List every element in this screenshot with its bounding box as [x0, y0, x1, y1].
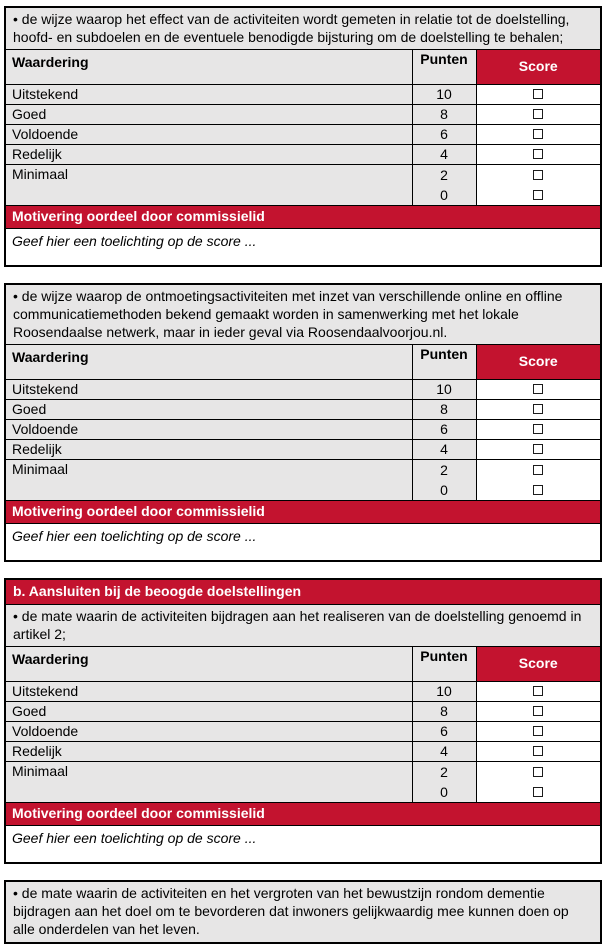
score-checkbox-uitstekend[interactable] [533, 685, 544, 696]
row-points: 6 [411, 720, 477, 742]
toelichting-field[interactable]: Geef hier een toelichting op de score ..… [6, 522, 600, 560]
score-checkbox-voldoende[interactable] [533, 423, 544, 434]
criterion-text: • de mate waarin de activiteiten en het … [13, 885, 569, 937]
row-label: Voldoende [6, 418, 413, 440]
row-label: Uitstekend [6, 378, 413, 400]
score-checkbox-redelijk[interactable] [533, 745, 544, 756]
rating-header-row: Waardering Punten Score [6, 50, 600, 85]
row-points: 8 [411, 398, 477, 420]
row-points: 8 [411, 103, 477, 125]
criterion-block-1: • de wijze waarop het effect van de acti… [4, 6, 602, 267]
row-points: 10 [411, 378, 477, 400]
row-points: 6 [411, 123, 477, 145]
column-header-waardering: Waardering [6, 647, 413, 682]
rating-row-goed: Goed 8 [6, 700, 600, 722]
rating-row-voldoende: Voldoende 6 [6, 418, 600, 440]
rating-row-voldoende: Voldoende 6 [6, 720, 600, 742]
row-points: 4 [411, 143, 477, 165]
column-header-waardering: Waardering [6, 345, 413, 380]
column-header-punten: Punten [411, 647, 477, 682]
motivering-bar: Motivering oordeel door commissielid [6, 801, 600, 826]
motivering-bar: Motivering oordeel door commissielid [6, 204, 600, 229]
score-checkbox-uitstekend[interactable] [533, 383, 544, 394]
row-points: 2 0 [411, 760, 477, 803]
score-checkbox-minimaal-0[interactable] [533, 189, 544, 200]
rating-row-uitstekend: Uitstekend 10 [6, 83, 600, 105]
toelichting-field[interactable]: Geef hier een toelichting op de score ..… [6, 227, 600, 265]
row-label: Goed [6, 398, 413, 420]
row-label: Redelijk [6, 438, 413, 460]
score-checkbox-redelijk[interactable] [533, 148, 544, 159]
score-checkbox-goed[interactable] [533, 705, 544, 716]
score-checkbox-voldoende[interactable] [533, 725, 544, 736]
row-points: 2 0 [411, 163, 477, 206]
criterion-block-4: • de mate waarin de activiteiten en het … [4, 880, 602, 944]
rating-row-minimaal: Minimaal 2 0 [6, 458, 600, 501]
rating-row-uitstekend: Uitstekend 10 [6, 378, 600, 400]
rating-row-goed: Goed 8 [6, 103, 600, 125]
row-points: 10 [411, 83, 477, 105]
score-checkbox-minimaal-0[interactable] [533, 786, 544, 797]
score-checkbox-minimaal-2[interactable] [533, 169, 544, 180]
criterion-text: • de wijze waarop het effect van de acti… [6, 8, 600, 50]
row-points: 2 0 [411, 458, 477, 501]
row-points: 10 [411, 680, 477, 702]
rating-row-voldoende: Voldoende 6 [6, 123, 600, 145]
rating-header-row: Waardering Punten Score [6, 345, 600, 380]
row-label: Voldoende [6, 720, 413, 742]
row-label: Minimaal [6, 458, 413, 501]
rating-row-minimaal: Minimaal 2 0 [6, 760, 600, 803]
section-heading: b. Aansluiten bij de beoogde doelstellin… [6, 580, 600, 605]
score-checkbox-redelijk[interactable] [533, 443, 544, 454]
rating-table: Waardering Punten Score Uitstekend 10 Go… [6, 50, 600, 265]
rating-row-minimaal: Minimaal 2 0 [6, 163, 600, 206]
score-checkbox-uitstekend[interactable] [533, 88, 544, 99]
score-checkbox-minimaal-2[interactable] [533, 766, 544, 777]
toelichting-field[interactable]: Geef hier een toelichting op de score ..… [6, 824, 600, 862]
rating-row-goed: Goed 8 [6, 398, 600, 420]
row-label: Goed [6, 700, 413, 722]
rating-row-redelijk: Redelijk 4 [6, 143, 600, 165]
rating-table: Waardering Punten Score Uitstekend 10 Go… [6, 345, 600, 560]
column-header-score: Score [475, 345, 600, 380]
criterion-block-2: • de wijze waarop de ontmoetingsactivite… [4, 283, 602, 562]
column-header-score: Score [475, 50, 600, 85]
rating-header-row: Waardering Punten Score [6, 647, 600, 682]
row-label: Uitstekend [6, 680, 413, 702]
row-label: Uitstekend [6, 83, 413, 105]
score-checkbox-goed[interactable] [533, 108, 544, 119]
score-checkbox-minimaal-0[interactable] [533, 484, 544, 495]
row-points: 6 [411, 418, 477, 440]
row-label: Minimaal [6, 760, 413, 803]
criterion-text: • de mate waarin de activiteiten bijdrag… [6, 605, 600, 647]
column-header-waardering: Waardering [6, 50, 413, 85]
score-checkbox-voldoende[interactable] [533, 128, 544, 139]
column-header-punten: Punten [411, 345, 477, 380]
rating-row-redelijk: Redelijk 4 [6, 740, 600, 762]
column-header-score: Score [475, 647, 600, 682]
row-points: 4 [411, 438, 477, 460]
rating-table: Waardering Punten Score Uitstekend 10 Go… [6, 647, 600, 862]
criterion-text: • de wijze waarop de ontmoetingsactivite… [6, 285, 600, 345]
rating-row-uitstekend: Uitstekend 10 [6, 680, 600, 702]
row-points: 8 [411, 700, 477, 722]
row-label: Redelijk [6, 740, 413, 762]
row-label: Voldoende [6, 123, 413, 145]
score-checkbox-goed[interactable] [533, 403, 544, 414]
score-checkbox-minimaal-2[interactable] [533, 464, 544, 475]
motivering-bar: Motivering oordeel door commissielid [6, 499, 600, 524]
row-label: Goed [6, 103, 413, 125]
row-label: Minimaal [6, 163, 413, 206]
column-header-punten: Punten [411, 50, 477, 85]
row-points: 4 [411, 740, 477, 762]
criterion-block-3: b. Aansluiten bij de beoogde doelstellin… [4, 578, 602, 864]
rating-row-redelijk: Redelijk 4 [6, 438, 600, 460]
row-label: Redelijk [6, 143, 413, 165]
